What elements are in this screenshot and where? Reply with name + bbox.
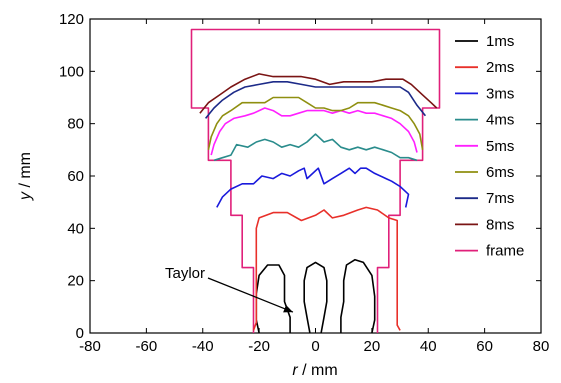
x-axis-label: r / mm [292,362,337,379]
legend-label-5ms: 5ms [486,138,514,155]
x-tick-label: 20 [364,338,381,355]
legend-label-7ms: 7ms [486,190,514,207]
y-tick-label: 120 [59,11,84,28]
x-tick-label: 0 [311,338,319,355]
x-axis-label-unit: / mm [298,362,338,379]
y-tick-label: 40 [67,220,84,237]
y-axis-label: y / mm [17,152,34,201]
series-line-8ms [199,73,438,114]
legend-label-1ms: 1ms [486,33,514,50]
axis-ticks: -80 -60 -40 -20 0 20 40 60 80 0 20 40 60 80 100 120 [59,11,549,355]
legend: 1ms 2ms 3ms 4ms 5ms 6ms 7ms 8ms frame [455,33,524,260]
legend-label-6ms: 6ms [486,164,514,181]
x-tick-label: 80 [533,338,550,355]
series-line-5ms [210,107,418,156]
annotation-label: Taylor [165,265,205,282]
annotation-arrow-head [283,305,293,313]
series-line-1ms-3 [340,258,376,334]
series-line-7ms [204,81,427,119]
series-line-6ms [207,96,424,150]
series-line-4ms [213,133,418,162]
y-axis-label-unit: / mm [17,152,34,192]
series-line-frame [190,28,441,333]
x-tick-label: 40 [420,338,437,355]
y-tick-label: 60 [67,168,84,185]
plot-area-frame [89,18,542,334]
legend-label-2ms: 2ms [486,59,514,76]
legend-label-4ms: 4ms [486,112,514,129]
x-tick-label: -40 [192,338,214,355]
legend-label-frame: frame [486,243,524,260]
series-layer [190,28,441,334]
y-tick-label: 20 [67,273,84,290]
y-tick-label: 100 [59,63,84,80]
series-line-2ms [252,206,401,331]
x-tick-label: -80 [79,338,101,355]
x-tick-label: 60 [476,338,493,355]
x-axis-label-variable: r [292,362,298,379]
series-line-1ms-2 [303,261,328,334]
x-tick-label: -60 [136,338,158,355]
y-tick-label: 0 [76,325,84,342]
annotation-arrow-line [207,277,294,313]
y-tick-label: 80 [67,116,84,133]
series-line-3ms [216,167,410,208]
legend-label-8ms: 8ms [486,216,514,233]
y-axis-label-variable: y [17,191,34,201]
annotation: Taylor [165,265,294,313]
legend-label-3ms: 3ms [486,85,514,102]
x-tick-label: -20 [248,338,270,355]
